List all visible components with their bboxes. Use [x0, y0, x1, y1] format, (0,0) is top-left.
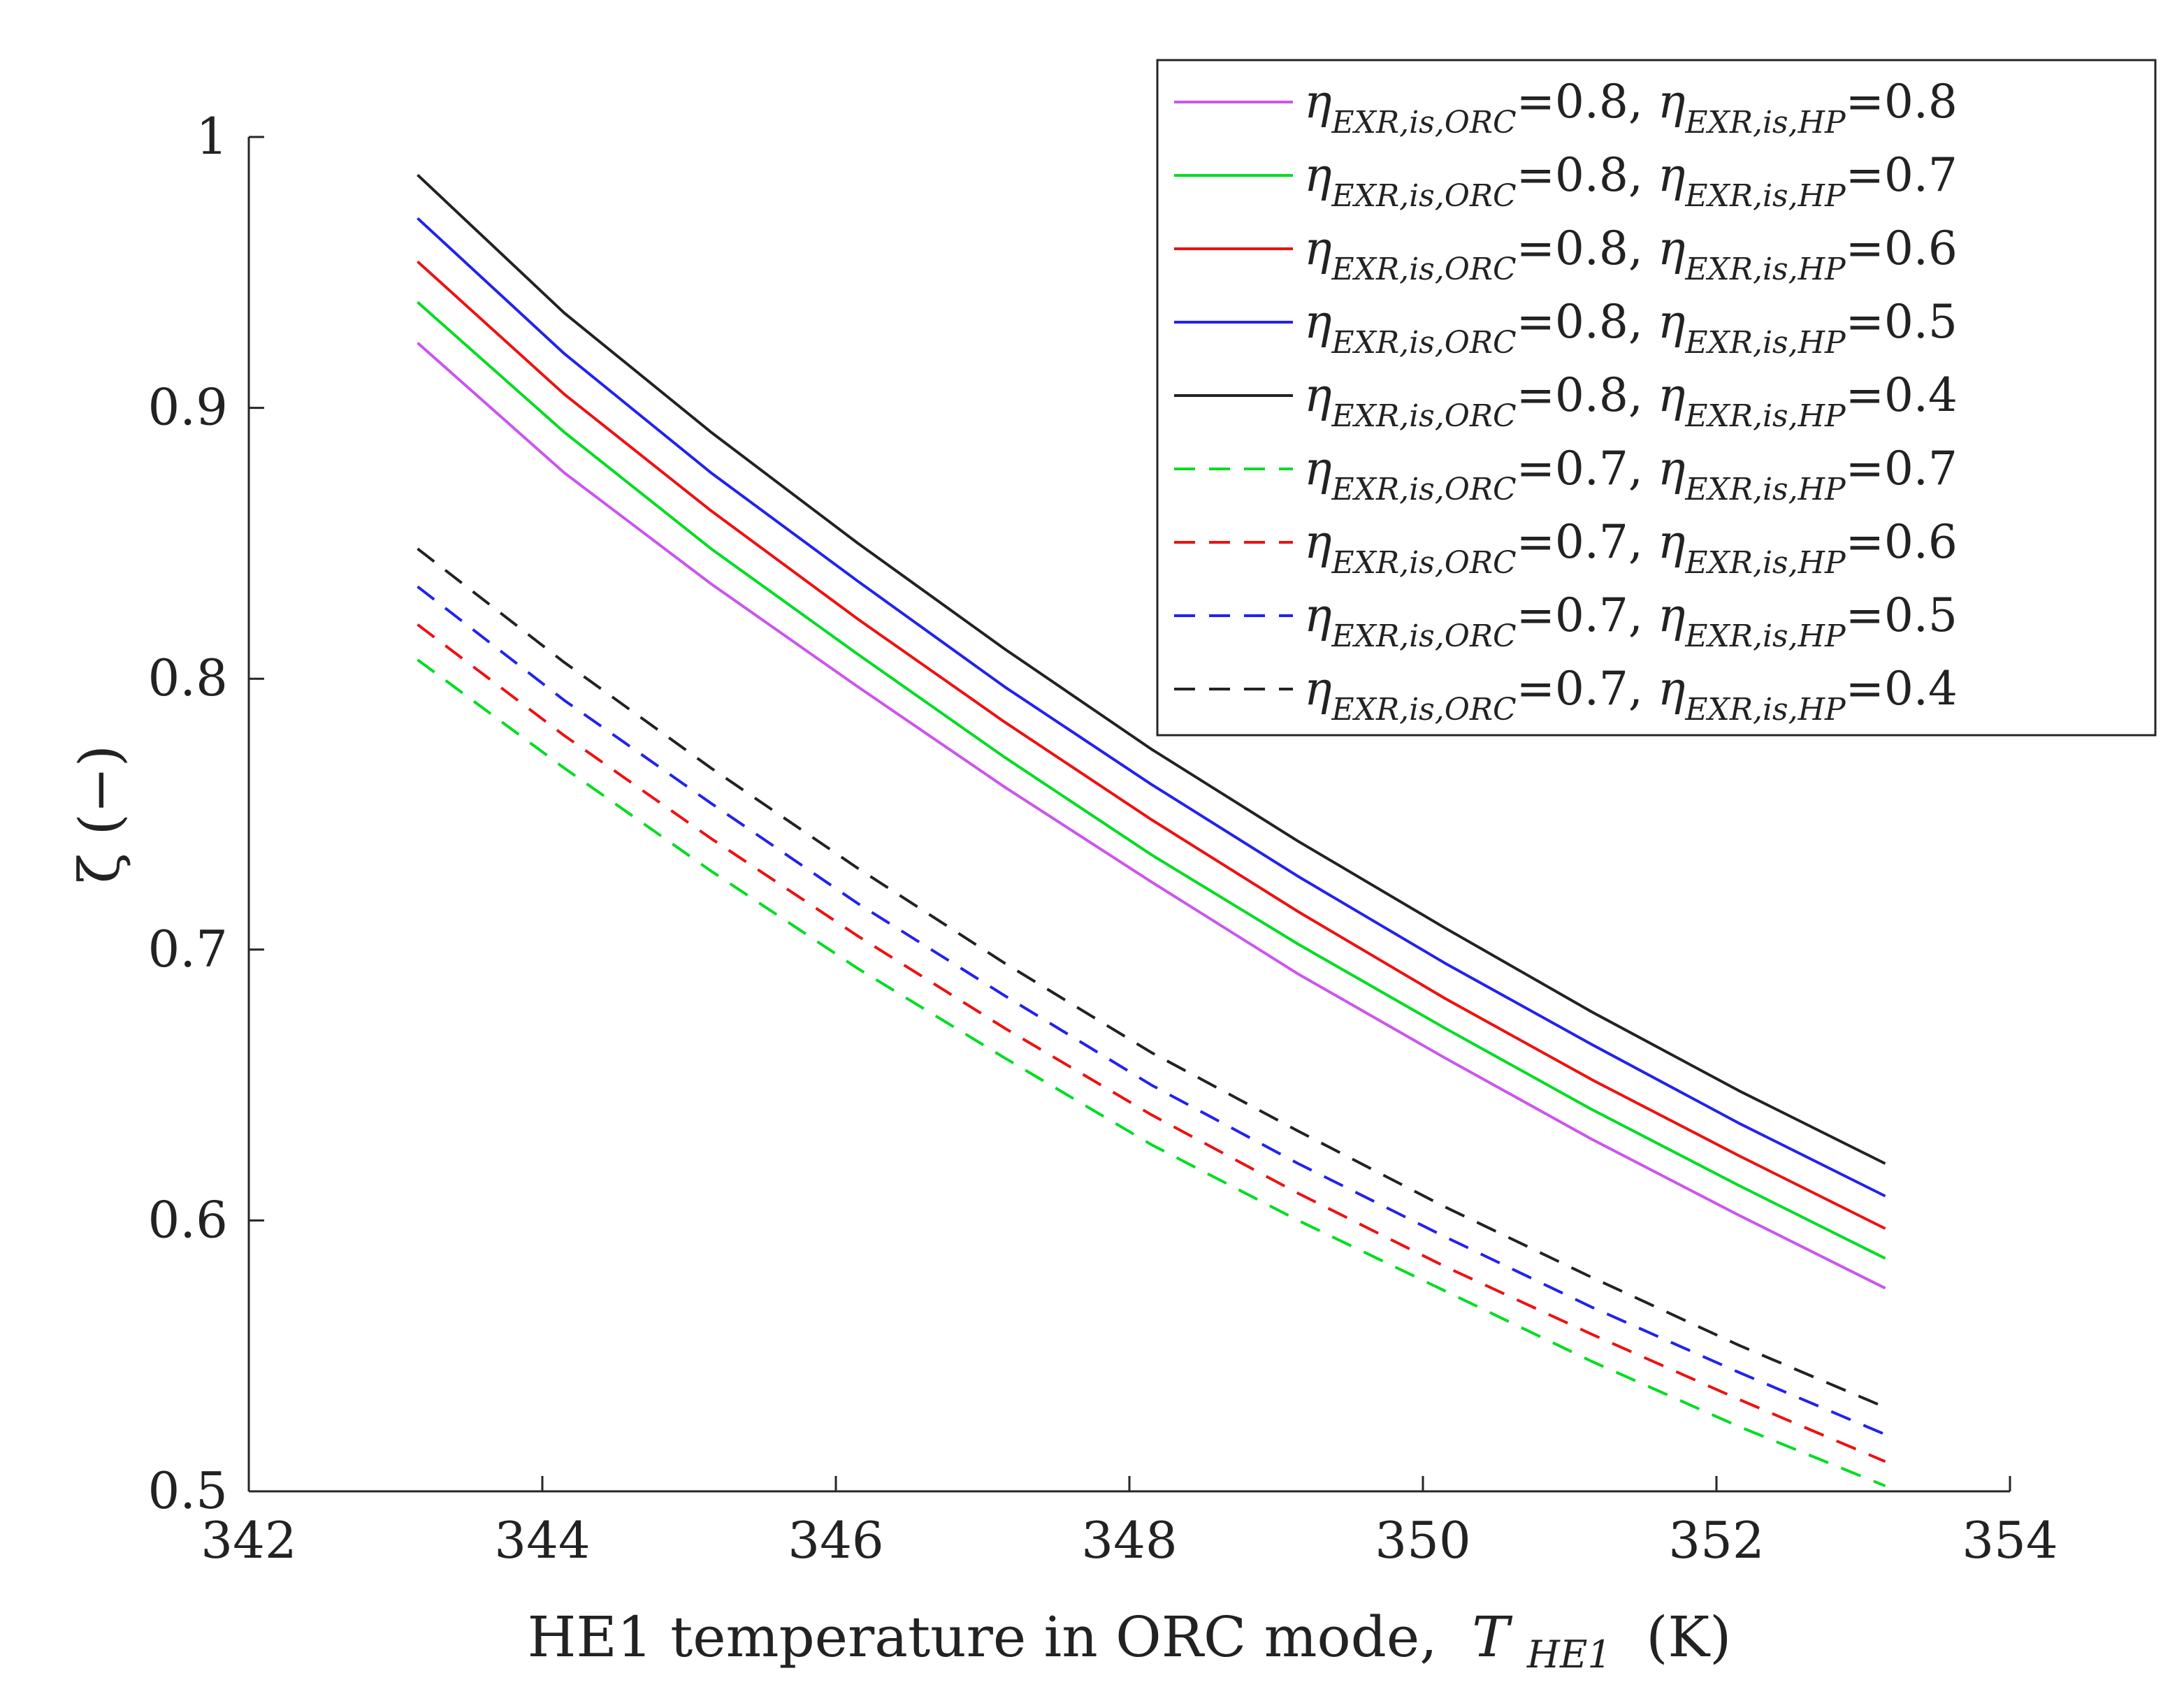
legend-entry-part: EXR,is,ORC	[1331, 252, 1517, 287]
x-axis-label-unit: (K)	[1646, 1605, 1731, 1670]
legend-entry-part: =0.6	[1846, 515, 1958, 569]
x-tick-label: 350	[1375, 1511, 1470, 1570]
legend-entry-part: EXR,is,ORC	[1331, 178, 1517, 214]
x-tick-label: 346	[788, 1511, 883, 1570]
legend-entry-part: =0.7	[1846, 442, 1958, 495]
x-axis-label-sub: HE1	[1526, 1633, 1612, 1677]
x-tick-label: 344	[494, 1511, 590, 1570]
x-axis-label: HE1 temperature in ORC mode, T HE1 (K)	[528, 1605, 1732, 1681]
legend-entry-part: =0.8,	[1517, 75, 1658, 129]
legend-entry-part: η	[1304, 588, 1332, 642]
legend-entry-part: =0.8,	[1517, 148, 1658, 202]
legend-entry-part: η	[1658, 588, 1686, 642]
legend-entry-part: EXR,is,ORC	[1331, 325, 1517, 361]
legend-entry-part: EXR,is,HP	[1684, 105, 1846, 140]
legend-entry-part: =0.5	[1846, 588, 1958, 642]
x-tick-label: 354	[1962, 1511, 2058, 1570]
series-line-orc-0.7-hp-0.7	[417, 658, 1886, 1488]
legend-entry-part: =0.4	[1846, 662, 1958, 716]
legend-entry-part: =0.7	[1846, 148, 1958, 202]
y-tick-label: 0.9	[147, 378, 228, 437]
series-line-orc-0.8-hp-0.4	[417, 173, 1886, 1165]
legend-entry-label: ηEXR,is,ORC=0.7, ηEXR,is,HP=0.6	[1304, 515, 1958, 581]
legend-entry-part: =0.8,	[1517, 368, 1658, 422]
legend-entry-part: =0.8,	[1517, 222, 1658, 275]
legend: ηEXR,is,ORC=0.8, ηEXR,is,HP=0.8ηEXR,is,O…	[1156, 59, 2157, 737]
axis-ticks: 342 344 346 348 350 352 354 0.5 0.6 0.7 0.8 0.9 1	[147, 107, 2058, 1570]
legend-entry-part: EXR,is,ORC	[1331, 545, 1517, 581]
legend-entry-part: EXR,is,ORC	[1331, 618, 1517, 654]
legend-entry-part: =0.7,	[1517, 442, 1658, 495]
legend-entry-label: ηEXR,is,ORC=0.7, ηEXR,is,HP=0.5	[1304, 588, 1958, 654]
legend-entry-part: EXR,is,HP	[1684, 545, 1846, 581]
series-line-orc-0.7-hp-0.5	[417, 585, 1886, 1436]
legend-entry-part: η	[1304, 148, 1332, 202]
legend-entry-label: ηEXR,is,ORC=0.8, ηEXR,is,HP=0.8	[1304, 75, 1958, 140]
series-line-orc-0.8-hp-0.6	[417, 260, 1886, 1230]
legend-entry-part: =0.7,	[1517, 588, 1658, 642]
x-tick-label: 352	[1668, 1511, 1764, 1570]
legend-entry-part: =0.7,	[1517, 515, 1658, 569]
legend-entry-part: =0.4	[1846, 368, 1958, 422]
series-line-orc-0.7-hp-0.4	[417, 547, 1886, 1409]
x-tick-label: 342	[201, 1511, 296, 1570]
y-axis-label: ζ (−)	[67, 745, 132, 883]
series-line-orc-0.8-hp-0.8	[417, 342, 1886, 1290]
legend-entry-part: η	[1304, 515, 1332, 569]
legend-entry-part: =0.7,	[1517, 662, 1658, 716]
legend-entry-part: EXR,is,HP	[1684, 178, 1846, 214]
y-tick-label: 0.7	[147, 920, 228, 978]
y-tick-label: 0.5	[147, 1461, 228, 1520]
legend-entry-part: EXR,is,HP	[1684, 692, 1846, 727]
legend-entry-part: η	[1658, 368, 1686, 422]
legend-entry-part: η	[1658, 148, 1686, 202]
series-lines	[417, 173, 1886, 1488]
legend-entry-part: η	[1658, 222, 1686, 275]
legend-entry-part: η	[1304, 662, 1332, 716]
series-line-orc-0.7-hp-0.6	[417, 623, 1886, 1463]
y-tick-label: 1	[196, 107, 228, 166]
legend-entry-part: =0.8	[1846, 75, 1958, 129]
legend-entry-part: EXR,is,HP	[1684, 325, 1846, 361]
legend-entry-part: =0.5	[1846, 295, 1958, 349]
series-line-orc-0.8-hp-0.7	[417, 301, 1886, 1260]
legend-entry-part: EXR,is,HP	[1684, 398, 1846, 434]
y-tick-label: 0.6	[147, 1190, 228, 1249]
x-tick-label: 348	[1081, 1511, 1177, 1570]
legend-entry-part: EXR,is,ORC	[1331, 692, 1517, 727]
x-axis-label-text: HE1 temperature in ORC mode,	[528, 1605, 1438, 1670]
legend-entry-part: =0.8,	[1517, 295, 1658, 349]
legend-entry-part: η	[1304, 442, 1332, 495]
legend-entry-part: η	[1304, 222, 1332, 275]
x-axis-label-var: T	[1472, 1605, 1513, 1670]
legend-entry-part: η	[1304, 75, 1332, 129]
legend-entry-part: η	[1658, 442, 1686, 495]
legend-entry-part: η	[1304, 295, 1332, 349]
legend-entry-label: ηEXR,is,ORC=0.8, ηEXR,is,HP=0.5	[1304, 295, 1958, 361]
legend-entry-part: η	[1658, 295, 1686, 349]
legend-entry-label: ηEXR,is,ORC=0.8, ηEXR,is,HP=0.4	[1304, 368, 1958, 434]
legend-entry-part: EXR,is,HP	[1684, 472, 1846, 507]
legend-entry-label: ηEXR,is,ORC=0.8, ηEXR,is,HP=0.6	[1304, 222, 1958, 287]
y-tick-label: 0.8	[147, 649, 228, 707]
legend-box	[1156, 59, 2157, 737]
legend-entry-part: EXR,is,ORC	[1331, 472, 1517, 507]
legend-entry-part: η	[1658, 75, 1686, 129]
legend-entry-part: η	[1658, 662, 1686, 716]
legend-entry-part: EXR,is,ORC	[1331, 398, 1517, 434]
legend-entry-label: ηEXR,is,ORC=0.7, ηEXR,is,HP=0.4	[1304, 662, 1958, 727]
legend-entry-part: EXR,is,ORC	[1331, 105, 1517, 140]
legend-entry-label: ηEXR,is,ORC=0.8, ηEXR,is,HP=0.7	[1304, 148, 1958, 214]
legend-entry-part: =0.6	[1846, 222, 1958, 275]
series-line-orc-0.8-hp-0.5	[417, 217, 1886, 1198]
legend-entry-label: ηEXR,is,ORC=0.7, ηEXR,is,HP=0.7	[1304, 442, 1958, 507]
legend-entry-part: EXR,is,HP	[1684, 618, 1846, 654]
legend-entry-part: EXR,is,HP	[1684, 252, 1846, 287]
legend-entry-part: η	[1304, 368, 1332, 422]
legend-entry-part: η	[1658, 515, 1686, 569]
